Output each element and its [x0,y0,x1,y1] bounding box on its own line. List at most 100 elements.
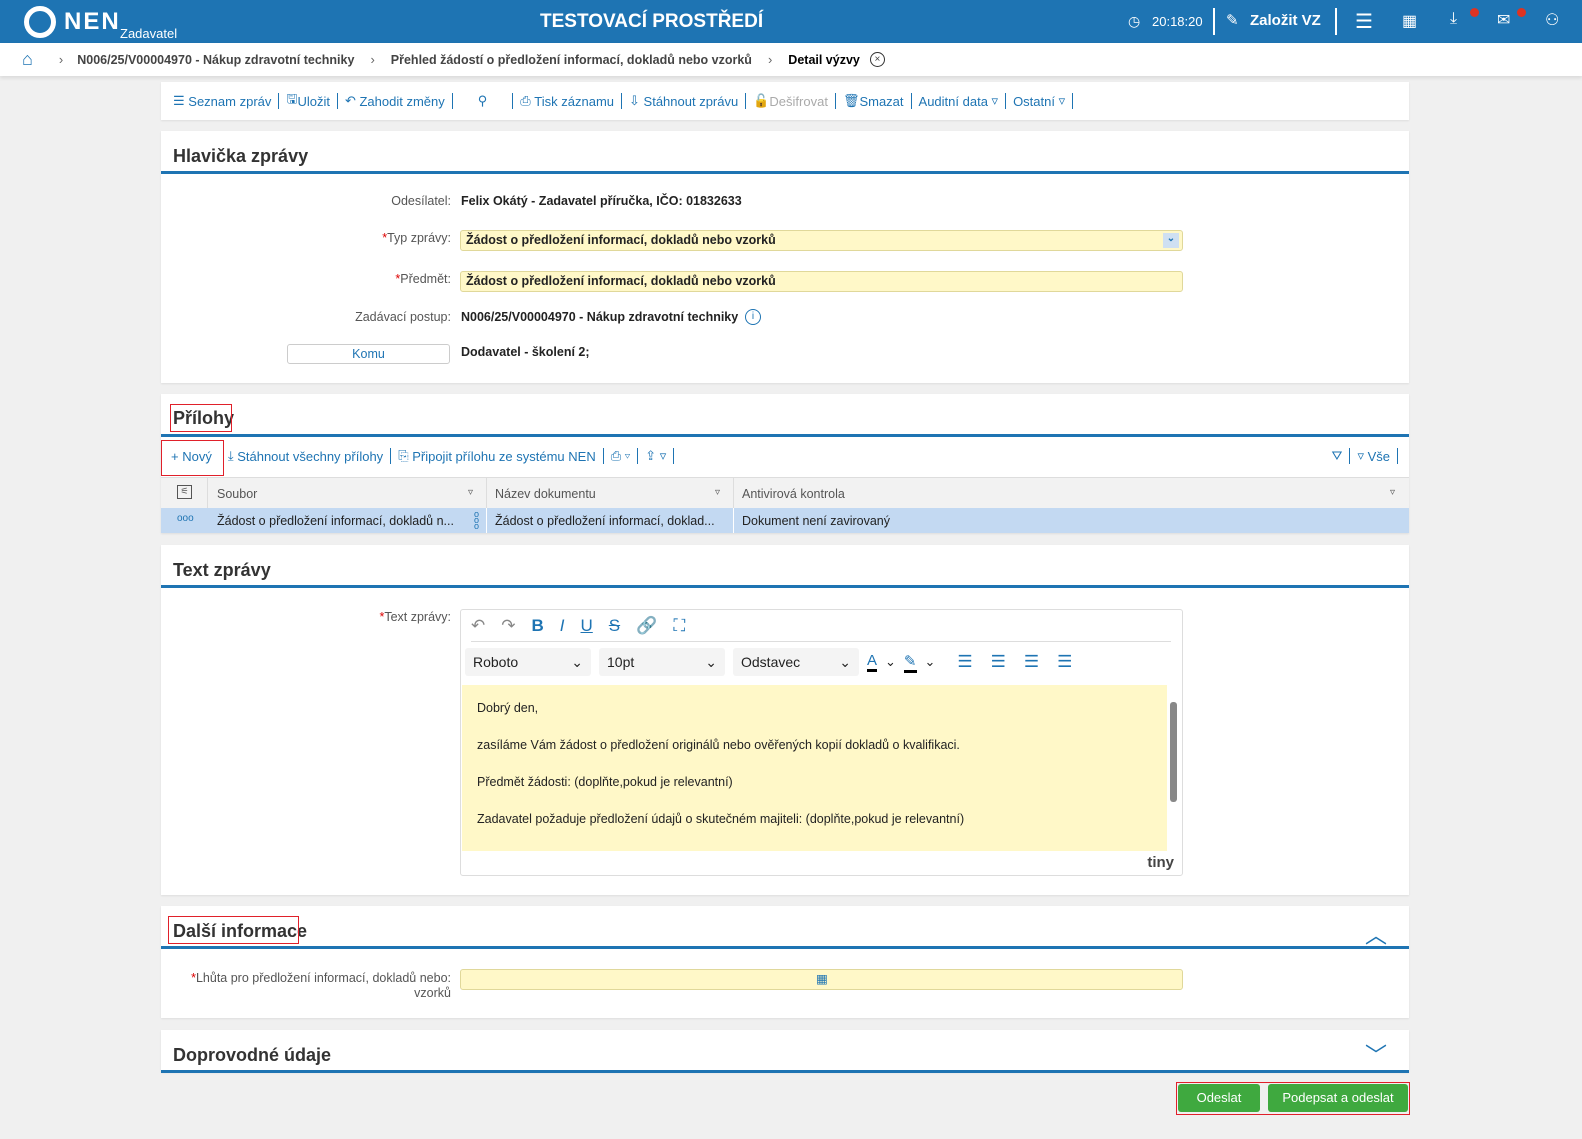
subject-label: *Předmět: [395,272,451,286]
chevron-down-icon: ⌄ [1163,233,1179,248]
info-icon[interactable]: i [745,309,761,325]
tiny-logo: tiny [1147,854,1174,871]
section-title: Přílohy [173,408,235,428]
download-message-button[interactable]: Stáhnout zprávu [643,93,739,109]
text-color-icon[interactable]: A [867,652,878,672]
message-body-textarea[interactable]: Dobrý den, zasíláme Vám žádost o předlož… [462,685,1167,851]
calendar-icon[interactable]: ▦ [1402,13,1418,30]
cell-file: Žádost o předložení informací, dokladů n… [217,514,454,528]
logo-subtext: Zadavatel [120,26,178,41]
italic-icon[interactable]: I [559,616,565,635]
collapse-icon[interactable]: ︿ [1364,923,1387,948]
main-toolbar: ☰ Seznam zpráv 🖫 Uložit ↶ Zahodit změny ⚲… [161,82,1409,120]
sign-and-send-button[interactable]: Podepsat a odeslat [1268,1084,1408,1112]
more-info-section: Další informace ︿ *Lhůta pro předložení … [161,906,1409,1018]
new-attachment-button[interactable]: Nový [182,448,212,464]
print-icon: ⎙ [520,93,535,108]
column-header-antivirus[interactable]: Antivirová kontrola [742,487,845,501]
print-button[interactable]: Tisk záznamu [534,93,615,109]
other-dropdown[interactable]: Ostatní [1013,93,1055,109]
menu-icon[interactable]: ☰ [1355,11,1373,33]
font-size-select[interactable]: 10pt ⌄ [599,648,725,676]
column-settings-icon[interactable]: ⚟ [177,485,192,499]
print-dropdown[interactable]: ⎙ ▿ [610,448,631,463]
session-time: 20:18:20 [1152,14,1203,29]
table-header: ⚟ Soubor ▿ Název dokumentu ▿ Antivirová … [161,477,1409,509]
deadline-label: *Lhůta pro předložení informací, dokladů… [191,971,451,1000]
user-icon[interactable]: ⚇ [1545,12,1560,29]
sender-value: Felix Okátý - Zadavatel příručka, IČO: 0… [461,194,742,208]
top-bar: NEN Zadavatel TESTOVACÍ PROSTŘEDÍ ◷ 20:1… [0,0,1582,43]
scrollbar[interactable] [1170,702,1177,802]
justify-icon[interactable]: ☰ [1057,652,1073,671]
align-left-icon[interactable]: ☰ [957,652,973,671]
attachments-section: Přílohy + Nový ⤓ Stáhnout všechny příloh… [161,394,1409,533]
align-center-icon[interactable]: ☰ [990,652,1006,671]
breadcrumb-procedure[interactable]: N006/25/V00004970 - Nákup zdravotní tech… [77,52,355,67]
plus-icon: + [171,448,183,464]
column-header-file[interactable]: Soubor [217,487,258,501]
filter-all-dropdown[interactable]: Vše [1367,448,1390,464]
procedure-value: N006/25/V00004970 - Nákup zdravotní tech… [461,310,739,324]
logo-text: NEN [64,8,121,35]
discard-icon: ↶ [344,93,360,108]
mail-icon[interactable]: ✉ [1497,12,1511,29]
sender-label: Odesílatel: [391,194,451,208]
message-list-button[interactable]: Seznam zpráv [188,93,272,109]
save-icon: 🖫 [286,91,298,106]
font-family-select[interactable]: Roboto ⌄ [465,648,591,676]
row-menu-icon[interactable]: ooo [177,513,194,524]
section-title: Text zprávy [173,560,271,580]
download-icon[interactable]: ⤓ [1450,10,1458,27]
delete-button[interactable]: Smazat [859,93,904,109]
section-title: Doprovodné údaje [173,1045,332,1065]
save-button[interactable]: Uložit [297,93,330,109]
certificate-icon[interactable]: ⚲ [477,93,488,108]
close-icon[interactable]: × [869,52,885,67]
list-icon: ☰ [173,93,189,108]
deadline-input[interactable]: ▦ [460,969,1183,990]
section-title: Hlavička zprávy [173,146,309,166]
table-row[interactable]: ooo Žádost o předložení informací, dokla… [161,508,1409,533]
discard-button[interactable]: Zahodit změny [359,93,445,109]
recipients-button[interactable]: Komu [287,344,450,364]
subject-input[interactable]: Žádost o předložení informací, dokladů n… [460,271,1183,292]
audit-data-dropdown[interactable]: Auditní data [918,93,988,109]
message-type-select[interactable]: Žádost o předložení informací, dokladů n… [460,230,1183,251]
attach-icon: ⎘ [398,448,413,463]
column-header-name[interactable]: Název dokumentu [495,487,596,501]
calendar-icon: ▦ [816,972,828,986]
nen-logo-icon [24,6,56,38]
send-button[interactable]: Odeslat [1178,1084,1260,1112]
highlight-color-icon[interactable]: ✎ [903,652,917,673]
strikethrough-icon[interactable]: S [608,616,621,635]
download-all-button[interactable]: Stáhnout všechny přílohy [237,448,384,464]
undo-icon[interactable]: ↶ [471,616,486,635]
create-tender-button[interactable]: Založit VZ [1250,12,1321,29]
accompanying-section: Doprovodné údaje ﹀ [161,1030,1409,1073]
expand-icon[interactable]: ﹀ [1364,1043,1387,1068]
export-dropdown[interactable]: ⇪ ▿ [645,448,667,463]
underline-icon[interactable]: U [580,616,593,635]
breadcrumb: ⌂ › N006/25/V00004970 - Nákup zdravotní … [0,43,1582,76]
edit-icon: ✎ [1226,12,1239,29]
redo-icon[interactable]: ↷ [501,616,516,635]
message-header-section: Hlavička zprávy Odesílatel: Felix Okátý … [161,131,1409,383]
attach-from-nen-button[interactable]: Připojit přílohu ze systému NEN [412,448,596,464]
block-format-select[interactable]: Odstavec ⌄ [733,648,859,676]
bold-icon[interactable]: B [531,616,544,635]
download-icon: ⤓ [227,448,238,463]
delete-icon: 🗑 [842,93,860,108]
align-right-icon[interactable]: ☰ [1023,652,1040,671]
decrypt-button: Dešifrovat [769,93,828,109]
link-icon[interactable]: 🔗 [636,616,658,635]
type-label: *Typ zprávy: [382,231,451,245]
breadcrumb-overview[interactable]: Přehled žádostí o předložení informací, … [390,52,752,67]
fullscreen-icon[interactable]: ⛶ [673,616,686,635]
filter-icon[interactable]: ⛛ [1331,448,1343,463]
home-icon[interactable]: ⌂ [22,49,33,69]
section-title: Další informace [173,921,308,941]
